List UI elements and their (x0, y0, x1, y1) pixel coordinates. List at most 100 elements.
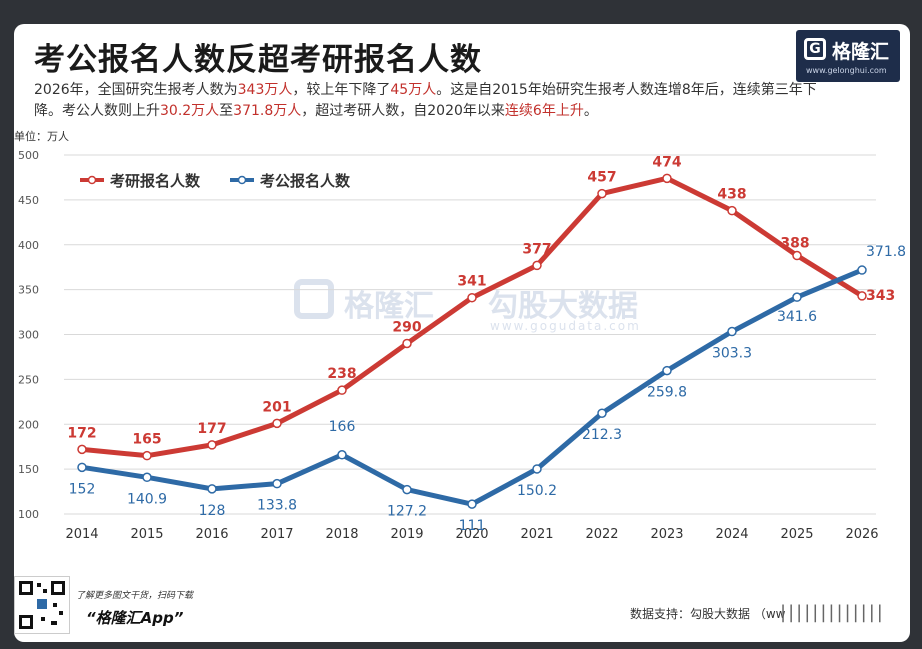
x-tick-label: 2026 (845, 527, 878, 542)
data-point (792, 292, 802, 302)
infographic-card: 考公报名人数反超考研报名人数 2026年，全国研究生报考人数为343万人，较上年… (14, 24, 910, 642)
footer-overlay-text: ||||||||||||| (780, 602, 885, 623)
data-point (792, 250, 802, 261)
data-point (142, 472, 152, 483)
data-point (467, 292, 477, 303)
subtitle-text: ，超过考研人数，自2020年以来 (301, 103, 505, 119)
data-point (857, 291, 867, 301)
x-tick-label: 2023 (650, 527, 683, 542)
data-point (272, 478, 282, 489)
watermark-logo-icon (294, 279, 334, 319)
data-point (337, 450, 347, 460)
qr-code-icon (14, 576, 70, 634)
x-tick-label: 2021 (520, 527, 553, 542)
data-point (402, 338, 412, 349)
subtitle-text: 2026年，全国研究生报考人数为 (34, 82, 238, 98)
y-tick-label: 450 (18, 194, 39, 207)
data-label: 177 (197, 421, 226, 437)
subtitle-highlight: 45万人 (390, 82, 437, 98)
x-tick-label: 2019 (390, 527, 423, 542)
x-tick-label: 2024 (715, 527, 748, 542)
data-label: 341.6 (777, 309, 817, 325)
y-tick-label: 100 (18, 508, 39, 521)
data-label: 152 (69, 481, 96, 497)
data-label: 438 (717, 187, 746, 203)
data-point (597, 408, 607, 418)
data-point (77, 462, 87, 473)
x-tick-label: 2016 (195, 527, 228, 542)
y-tick-label: 500 (18, 149, 39, 162)
data-point (597, 188, 607, 199)
data-point (532, 464, 542, 474)
data-point (272, 418, 282, 429)
data-point (727, 326, 737, 337)
data-label: 388 (780, 236, 809, 252)
data-point (207, 484, 217, 494)
data-source: 数据支持：勾股大数据 （ww (630, 607, 786, 621)
subtitle-highlight: 343万人 (237, 82, 293, 98)
legend-label: 考公报名人数 (260, 172, 351, 190)
y-tick-label: 300 (18, 329, 39, 342)
x-tick-label: 2022 (585, 527, 618, 542)
page-title: 考公报名人数反超考研报名人数 (34, 42, 482, 78)
data-label: 343 (866, 288, 895, 304)
data-label: 150.2 (517, 483, 557, 499)
y-tick-label: 350 (18, 284, 39, 297)
data-label: 474 (652, 154, 681, 170)
subtitle-highlight: 371.8万人 (233, 103, 302, 119)
data-label: 128 (199, 503, 226, 519)
data-label: 133.8 (257, 498, 297, 514)
data-label: 172 (67, 425, 96, 441)
x-tick-label: 2017 (260, 527, 293, 542)
g-logo-icon: G (804, 38, 826, 60)
subtitle-text: ，较上年下降了 (292, 82, 391, 98)
data-label: 371.8 (866, 244, 906, 260)
y-tick-label: 250 (18, 373, 39, 386)
watermark-brand: 格隆汇 (344, 289, 434, 324)
data-label: 377 (522, 241, 551, 257)
subtitle-text: 。 (583, 103, 598, 119)
legend-marker (237, 175, 247, 185)
watermark-partner: 勾股大数据 (488, 289, 638, 324)
subtitle-text: 。这是自2015年始研究生报考人数连增8年后，连续第三年下降。考公人数则上升 (34, 82, 817, 119)
data-point (142, 450, 152, 461)
y-tick-label: 400 (18, 239, 39, 252)
series-line (79, 175, 865, 459)
data-point (727, 205, 737, 216)
footer-app-name[interactable]: “格隆汇App” (86, 609, 184, 627)
data-label: 140.9 (127, 491, 167, 507)
footer-promo: 了解更多图文干货，扫码下载 (76, 591, 194, 601)
legend-label: 考研报名人数 (110, 172, 201, 190)
data-point (337, 385, 347, 395)
y-unit-label: 单位：万人 (14, 129, 69, 143)
data-label: 238 (327, 366, 356, 382)
data-point (532, 260, 542, 271)
subtitle-highlight: 连续6年上升 (504, 103, 584, 119)
data-point (467, 499, 477, 509)
data-label: 341 (457, 274, 486, 290)
data-label: 201 (262, 399, 291, 415)
data-point (662, 365, 672, 376)
watermark-url: www.gogudata.com (490, 319, 641, 333)
x-tick-label: 2018 (325, 527, 358, 542)
subtitle-text: 至 (219, 103, 234, 119)
data-point (77, 444, 87, 455)
line-chart: 单位：万人 100 150 200 250 300 350 400 450 500 2014 2015… (14, 129, 906, 542)
data-label: 457 (587, 170, 616, 186)
x-tick-label: 2025 (780, 527, 813, 542)
data-point (207, 440, 217, 450)
logo-url: www.gelonghui.com (806, 66, 887, 75)
x-tick-label: 2015 (130, 527, 163, 542)
data-point (402, 484, 412, 495)
data-label: 212.3 (582, 427, 622, 443)
x-tick-label: 2020 (455, 527, 488, 542)
y-tick-label: 200 (18, 418, 39, 431)
data-label: 127.2 (387, 504, 427, 520)
brand-logo: G 格隆汇 www.gelonghui.com (796, 30, 900, 82)
legend-marker (87, 175, 97, 185)
x-tick-label: 2014 (65, 527, 98, 542)
y-tick-label: 150 (18, 463, 39, 476)
subtitle: 2026年，全国研究生报考人数为343万人，较上年下降了45万人。这是自2015… (34, 80, 824, 122)
logo-name: 格隆汇 (832, 41, 890, 63)
